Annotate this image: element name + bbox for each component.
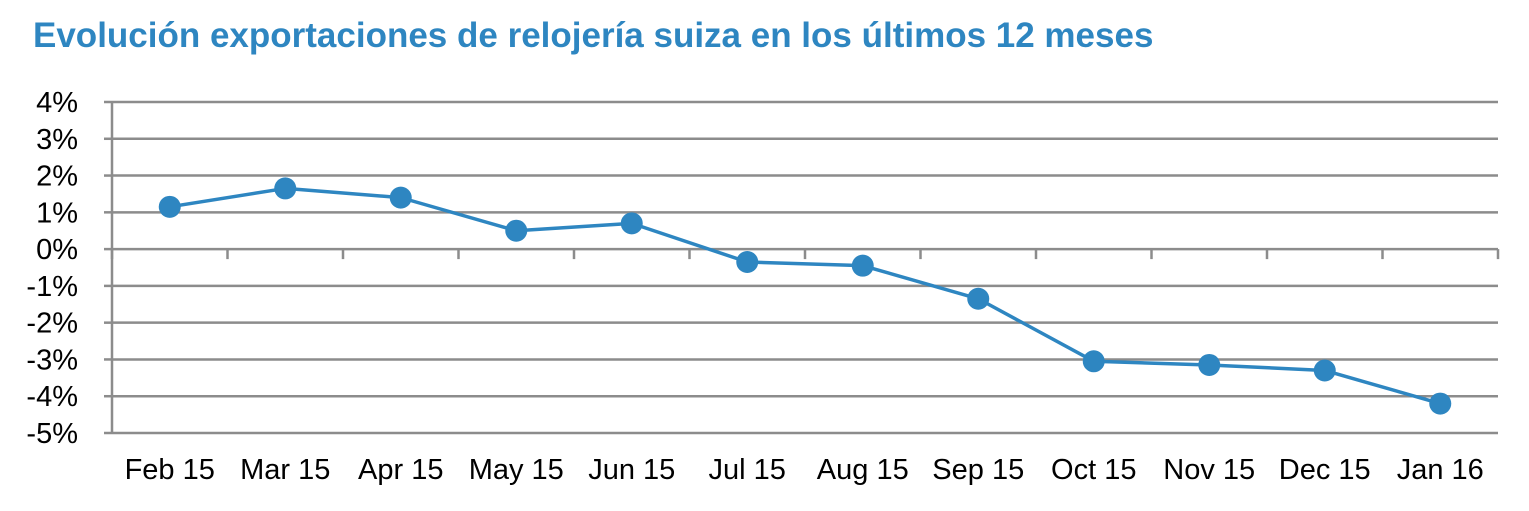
data-point xyxy=(851,254,874,277)
y-tick-label: -5% xyxy=(26,418,78,450)
data-point xyxy=(967,287,990,310)
data-point xyxy=(620,212,643,235)
x-tick-label: Nov 15 xyxy=(1163,454,1255,486)
y-tick-label: -3% xyxy=(26,344,78,376)
data-point xyxy=(1429,392,1452,415)
x-tick-label: Jun 15 xyxy=(588,454,675,486)
y-tick-label: 4% xyxy=(36,87,78,119)
y-tick-label: 2% xyxy=(36,161,78,193)
data-point xyxy=(1198,353,1221,376)
data-point xyxy=(1082,350,1105,373)
x-tick-label: May 15 xyxy=(469,454,564,486)
x-tick-label: Sep 15 xyxy=(932,454,1024,486)
series xyxy=(158,177,1452,415)
data-point xyxy=(158,195,181,218)
x-tick-label: Mar 15 xyxy=(240,454,330,486)
x-axis-tick-labels: Feb 15 Mar 15 Apr 15 May 15 Jun 15 Jul 15 Aug … xyxy=(125,454,1484,486)
y-tick-label: -4% xyxy=(26,381,78,413)
y-tick-label: -2% xyxy=(26,308,78,340)
chart-title: Evolución exportaciones de relojería sui… xyxy=(33,16,1154,55)
x-tick-label: Oct 15 xyxy=(1051,454,1136,486)
data-point xyxy=(274,177,297,200)
series-line xyxy=(169,186,1441,406)
y-tick-label: 3% xyxy=(36,124,78,156)
data-point xyxy=(736,250,759,273)
x-tick-label: Aug 15 xyxy=(817,454,909,486)
data-point xyxy=(505,219,528,242)
y-tick-label: 1% xyxy=(36,197,78,229)
y-tick-label: -1% xyxy=(26,271,78,303)
axes xyxy=(104,100,1500,435)
data-point xyxy=(389,186,412,209)
data-point xyxy=(1313,359,1336,382)
y-axis-tick-labels: 4% 3% 2% 1% 0% -1% -2% -3% -4% -5% xyxy=(26,87,78,450)
x-tick-label: Feb 15 xyxy=(125,454,215,486)
grid-lines xyxy=(112,100,1498,435)
x-tick-label: Jul 15 xyxy=(709,454,786,486)
x-tick-label: Apr 15 xyxy=(358,454,443,486)
x-tick-label: Jan 16 xyxy=(1397,454,1484,486)
y-tick-label: 0% xyxy=(36,234,78,266)
x-tick-label: Dec 15 xyxy=(1279,454,1371,486)
